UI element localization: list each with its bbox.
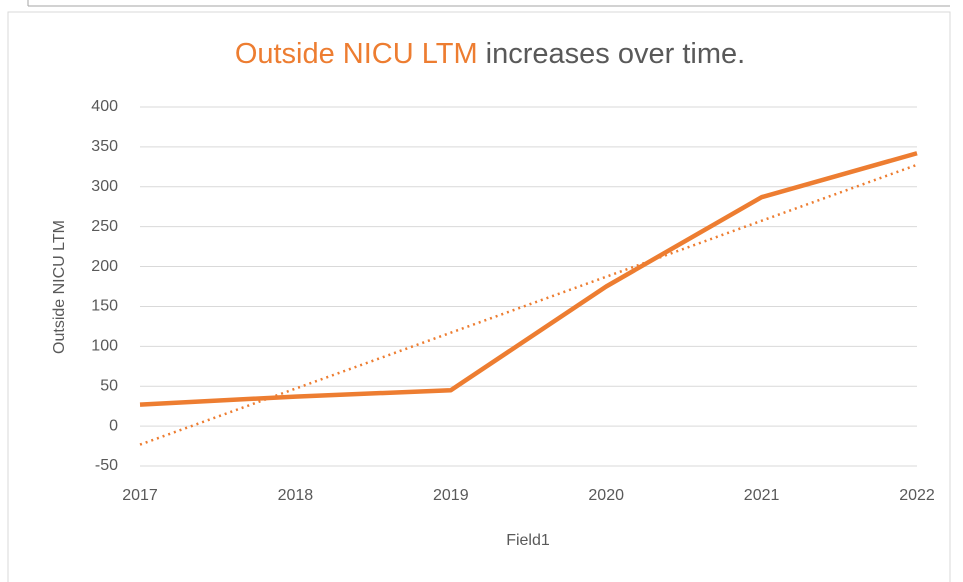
x-tick-label: 2021 bbox=[744, 487, 780, 504]
y-tick-label: 100 bbox=[91, 338, 118, 355]
y-axis-title: Outside NICU LTM bbox=[51, 220, 68, 354]
y-tick-label: 300 bbox=[91, 178, 118, 195]
x-tick-label: 2019 bbox=[433, 487, 469, 504]
y-tick-label: 400 bbox=[91, 98, 118, 115]
title-rest: increases over time. bbox=[486, 38, 746, 70]
x-tick-label: 2017 bbox=[122, 487, 158, 504]
y-tick-label: 150 bbox=[91, 298, 118, 315]
x-tick-label: 2018 bbox=[278, 487, 314, 504]
x-tick-label: 2020 bbox=[588, 487, 624, 504]
chart-title: Outside NICU LTM increases over time. bbox=[235, 38, 745, 70]
chart-border bbox=[7, 11, 951, 582]
series-line bbox=[139, 151, 918, 407]
y-tick-label: 350 bbox=[91, 138, 118, 155]
y-tick-label: 0 bbox=[109, 417, 118, 434]
x-tick-label: 2022 bbox=[899, 487, 935, 504]
x-axis-title: Field1 bbox=[506, 532, 550, 549]
title-highlight: Outside NICU LTM bbox=[235, 38, 478, 70]
y-tick-label: 50 bbox=[100, 377, 118, 394]
y-tick-label: 250 bbox=[91, 218, 118, 235]
y-tick-label: -50 bbox=[95, 457, 118, 474]
y-tick-label: 200 bbox=[91, 258, 118, 275]
